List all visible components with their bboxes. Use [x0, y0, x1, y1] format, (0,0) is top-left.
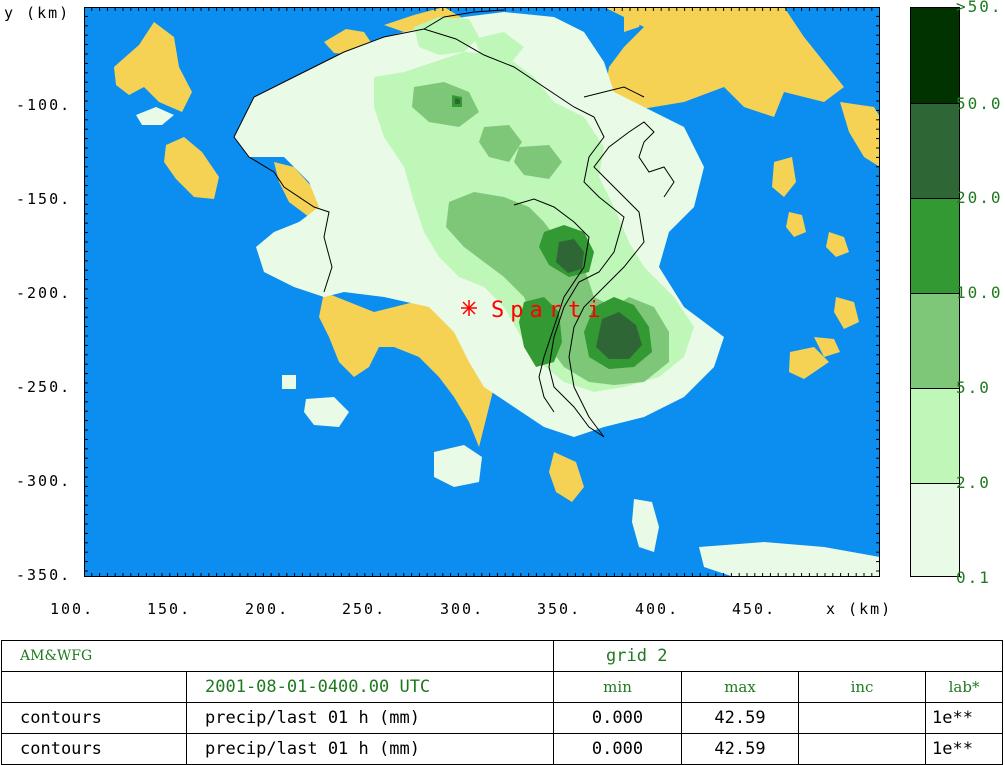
row-lab: 1e**	[925, 702, 1004, 734]
legend-level-3	[911, 198, 959, 293]
legend-level-4	[911, 103, 959, 198]
row-lab: 1e**	[925, 733, 1004, 765]
legend-divider	[911, 483, 959, 484]
row-min: 0.000	[553, 702, 683, 734]
precip-level-4	[455, 98, 642, 359]
sparti-marker	[461, 300, 477, 316]
table-row: 2001-08-01-0400.00 UTC min max inc lab*	[1, 671, 1004, 703]
brand-label: AM&WFG	[0, 640, 555, 672]
table-row: contours precip/last 01 h (mm) 0.000 42.…	[1, 733, 1004, 765]
col-header-inc: inc	[798, 671, 927, 703]
col-header-max: max	[681, 671, 800, 703]
x-tick-label: 400.	[635, 600, 680, 618]
x-tick-label: 100.	[50, 600, 95, 618]
y-tick-label: -100.	[16, 96, 72, 114]
y-axis-label: y (km)	[4, 4, 71, 22]
info-table: AM&WFG grid 2 2001-08-01-0400.00 UTC min…	[0, 640, 1004, 765]
legend-label: 20.0	[956, 188, 1003, 207]
legend-label: 2.0	[956, 473, 991, 492]
row-max: 42.59	[681, 702, 800, 734]
map-border	[84, 7, 880, 577]
coastline	[233, 9, 675, 438]
x-tick-label: 250.	[342, 600, 387, 618]
table-row: contours precip/last 01 h (mm) 0.000 42.…	[1, 702, 1004, 734]
sparti-label: Sparti	[491, 298, 606, 323]
col-header-lab: lab*	[925, 671, 1004, 703]
row-field: precip/last 01 h (mm)	[185, 733, 555, 765]
row-type: contours	[1, 702, 187, 734]
legend-label: 10.0	[956, 283, 1003, 302]
x-axis-label: x (km)	[826, 600, 893, 618]
timestamp: 2001-08-01-0400.00 UTC	[185, 671, 555, 703]
legend-label: 5.0	[956, 378, 991, 397]
row-type: contours	[1, 733, 187, 765]
legend-label: 0.1	[956, 568, 991, 587]
table-row: AM&WFG grid 2	[0, 640, 1004, 672]
empty-cell	[1, 671, 187, 703]
legend-divider	[911, 293, 959, 294]
legend-label: 50.0	[956, 94, 1003, 113]
legend-level-0	[911, 483, 959, 576]
legend-level-1	[911, 388, 959, 483]
x-tick-label: 200.	[245, 600, 290, 618]
y-tick-label: -250.	[16, 378, 72, 396]
color-legend	[910, 7, 960, 577]
grid-label: grid 2	[553, 640, 1004, 672]
dry-land	[114, 7, 880, 502]
row-min: 0.000	[553, 733, 683, 765]
row-inc	[798, 733, 927, 765]
x-tick-label: 300.	[440, 600, 485, 618]
col-header-min: min	[553, 671, 683, 703]
legend-divider	[911, 103, 959, 104]
legend-label: >50.	[956, 0, 1003, 16]
row-field: precip/last 01 h (mm)	[185, 702, 555, 734]
legend-level-2	[911, 293, 959, 388]
y-tick-label: -150.	[16, 190, 72, 208]
y-tick-label: -350.	[16, 566, 72, 584]
legend-divider	[911, 198, 959, 199]
x-tick-label: 350.	[537, 600, 582, 618]
precipitation-map: Sparti	[83, 6, 881, 577]
x-tick-label: 450.	[732, 600, 777, 618]
row-inc	[798, 702, 927, 734]
y-tick-label: -300.	[16, 472, 72, 490]
x-tick-label: 150.	[147, 600, 192, 618]
legend-level-5	[911, 8, 959, 103]
y-tick-label: -200.	[16, 284, 72, 302]
row-max: 42.59	[681, 733, 800, 765]
legend-divider	[911, 388, 959, 389]
